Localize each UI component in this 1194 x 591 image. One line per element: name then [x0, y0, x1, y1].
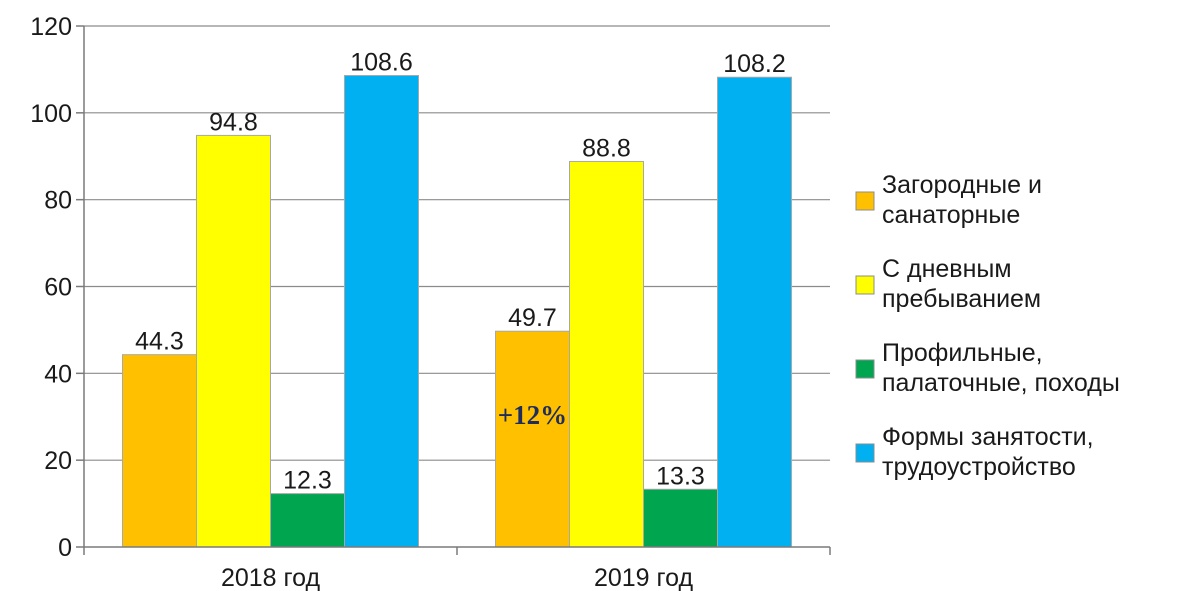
y-tick-label: 100	[30, 100, 72, 128]
legend-label: Формы занятости,	[882, 423, 1094, 451]
data-label: 44.3	[135, 328, 184, 356]
legend-swatch	[855, 359, 875, 379]
x-category-label: 2019 год	[594, 564, 693, 591]
legend-label: С дневным	[882, 255, 1012, 283]
bar	[270, 493, 345, 548]
legend-label: трудоустройство	[882, 453, 1076, 481]
data-label: 49.7	[508, 304, 557, 332]
data-label: 108.2	[723, 50, 786, 78]
x-category-label: 2018 год	[221, 564, 320, 591]
y-tick-label: 0	[58, 534, 72, 562]
legend-label: Загородные и	[882, 171, 1042, 199]
bar	[643, 488, 718, 548]
data-label: 13.3	[656, 462, 705, 490]
data-label: 94.8	[209, 108, 258, 136]
legend-swatch	[855, 275, 875, 295]
bar	[122, 354, 197, 548]
legend-label: палаточные, походы	[882, 369, 1120, 397]
y-tick-label: 120	[30, 13, 72, 41]
bar	[569, 160, 644, 548]
bar	[196, 134, 271, 548]
bars-layer	[122, 74, 792, 548]
legend-swatch	[855, 191, 875, 211]
bar	[495, 330, 570, 548]
bar	[344, 74, 419, 548]
y-tick-label: 20	[44, 447, 72, 475]
bar	[717, 76, 792, 548]
axis-layer	[76, 25, 831, 555]
legend-label: санаторные	[882, 201, 1020, 229]
y-tick-label: 80	[44, 187, 72, 215]
legend-label: пребыванием	[882, 285, 1041, 313]
data-label: 108.6	[350, 48, 413, 76]
labels-layer: 0 20 40 60 80 100 120 44.3 94.8 12.3 108.6 2018 год…	[30, 13, 786, 591]
data-label: 12.3	[283, 467, 332, 495]
annotation-label: +12%	[498, 400, 567, 430]
y-tick-label: 40	[44, 360, 72, 388]
legend-label: Профильные,	[882, 339, 1043, 367]
y-tick-label: 60	[44, 274, 72, 302]
data-label: 88.8	[582, 134, 631, 162]
legend-swatch	[855, 443, 875, 463]
